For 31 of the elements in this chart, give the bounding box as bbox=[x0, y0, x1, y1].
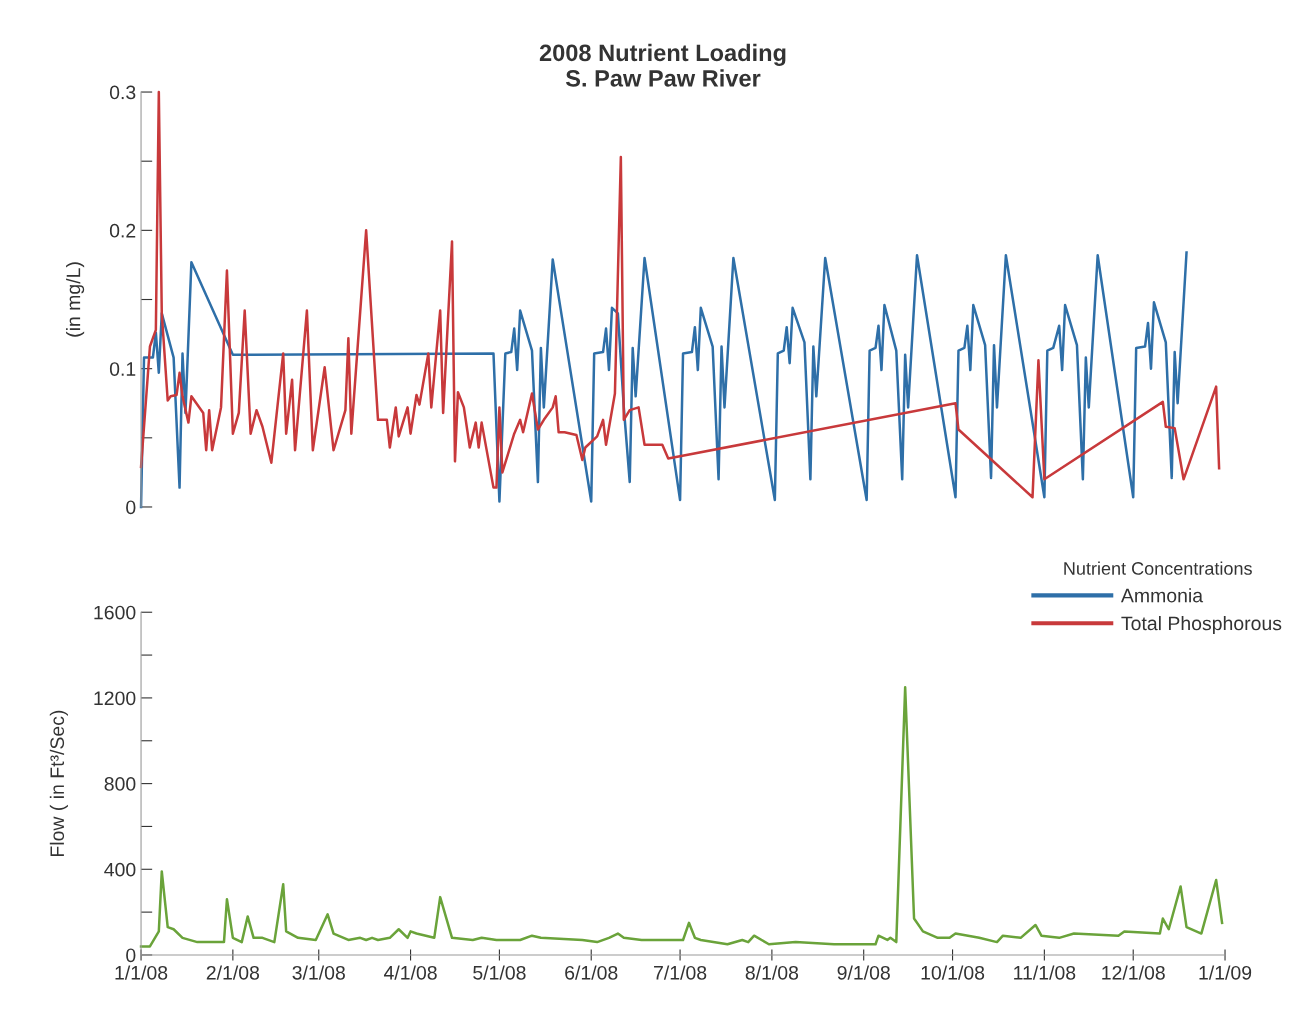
line-series bbox=[139, 90, 1221, 499]
chart-subtitle: S. Paw Paw River bbox=[565, 69, 761, 87]
x-tick-label: 9/1/08 bbox=[837, 965, 890, 980]
x-tick-label: 1/1/09 bbox=[1199, 965, 1252, 980]
x-tick-label: 7/1/08 bbox=[654, 965, 707, 980]
y-tick-label: 400 bbox=[104, 862, 136, 877]
x-tick-label: 1/1/08 bbox=[115, 965, 168, 980]
y-tick-label: 0.2 bbox=[109, 223, 136, 238]
y-axis-title: (in mg/L) bbox=[66, 262, 85, 337]
line-series bbox=[139, 685, 1224, 948]
y-tick-label: 1200 bbox=[94, 691, 136, 706]
legend-label: Total Phosphorous bbox=[1121, 616, 1282, 635]
x-tick-label: 8/1/08 bbox=[745, 965, 799, 980]
y-tick-label: 0 bbox=[126, 948, 136, 963]
y-tick-label: 0.1 bbox=[109, 362, 136, 376]
y-tick-label: 0.3 bbox=[109, 85, 136, 100]
x-tick-label: 6/1/08 bbox=[565, 965, 618, 980]
y-axis-title: Flow ( in Ft³/Sec) bbox=[49, 710, 68, 856]
y-tick-label: 800 bbox=[104, 777, 136, 791]
chart-title: 2008 Nutrient Loading bbox=[539, 43, 786, 66]
x-tick-label: 5/1/08 bbox=[473, 965, 526, 980]
x-tick-label: 11/1/08 bbox=[1014, 965, 1076, 980]
x-tick-label: 2/1/08 bbox=[206, 965, 260, 980]
x-tick-label: 4/1/08 bbox=[383, 965, 437, 980]
y-tick-label: 0 bbox=[126, 500, 136, 515]
y-tick-label: 1600 bbox=[94, 605, 136, 620]
x-tick-label: 3/1/08 bbox=[292, 965, 345, 980]
legend-title: Nutrient Concentrations bbox=[1064, 561, 1252, 575]
x-tick-label: 12/1/08 bbox=[1102, 965, 1165, 980]
legend-label: Ammonia bbox=[1120, 588, 1204, 603]
x-tick-label: 10/1/08 bbox=[921, 965, 985, 980]
